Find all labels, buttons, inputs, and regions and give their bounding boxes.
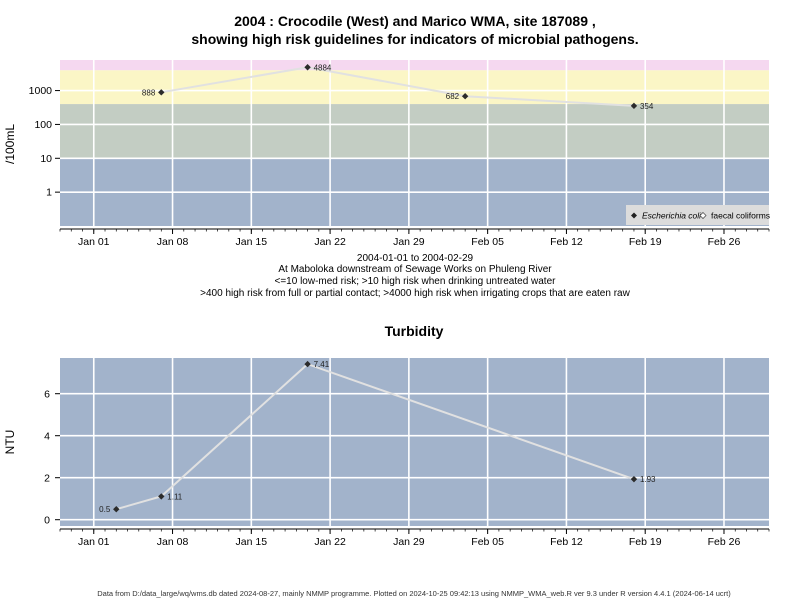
turbidity-y-axis-label: NTU	[3, 430, 17, 455]
top-x-axis-tick-label: Jan 29	[393, 236, 425, 248]
top-x-axis: Jan 01 Jan 08 Jan 15 Jan 22 Jan 29 Feb 05 Feb …	[59, 228, 770, 248]
ecoli-point	[630, 102, 638, 110]
ecoli-point	[158, 89, 165, 96]
turbidity-point	[113, 506, 120, 513]
data-source-footer: Data from D:/data_large/wq/wms.db dated …	[97, 589, 731, 598]
turbidity-y-tick-label: 0	[44, 515, 50, 527]
turbidity-y-tick-label: 6	[44, 389, 50, 401]
ecoli-point	[461, 93, 469, 100]
turbidity-point	[630, 475, 638, 483]
chart-title-line2: showing high risk guidelines for indicat…	[191, 31, 638, 47]
turbidity-y-tick-label: 2	[44, 473, 50, 485]
turbidity-line	[115, 362, 635, 511]
turbidity-x-axis-tick-label: Jan 29	[393, 536, 425, 548]
ecoli-data-label: 888	[142, 88, 156, 97]
top-y-tick-labels: 1 10 100 1000	[29, 85, 60, 199]
turbidity-title: Turbidity	[385, 323, 444, 339]
legend-entry-faecal-coliforms: faecal coliforms	[711, 211, 770, 221]
turbidity-x-axis-tick-label: Jan 01	[78, 536, 110, 548]
top-x-axis-tick-label: Jan 22	[314, 236, 346, 248]
turbidity-x-axis-tick-label: Feb 12	[550, 536, 583, 548]
turbidity-x-axis: Jan 01 Jan 08 Jan 15 Jan 22 Jan 29 Feb 05 Feb …	[59, 528, 770, 548]
risk-bands	[60, 60, 769, 226]
turbidity-y-tick-label: 4	[44, 431, 50, 443]
risk-band-3	[60, 60, 769, 71]
turbidity-y-tick-labels: 0 2 4 6	[44, 389, 60, 527]
top-gridlines	[60, 60, 769, 226]
turbidity-x-axis-tick-label: Jan 08	[157, 536, 189, 548]
turbidity-data-label: 7.41	[314, 360, 330, 369]
turbidity-data-label: 1.11	[167, 492, 183, 501]
ecoli-data-label: 354	[640, 102, 654, 111]
top-y-tick-label: 100	[34, 119, 52, 131]
ecoli-point	[304, 64, 311, 71]
ecoli-data-label: 682	[446, 92, 460, 101]
legend-entry-ecoli: Escherichia coli	[642, 211, 702, 221]
turbidity-background-rect	[60, 358, 769, 526]
drinking-risk-note: <=10 low-med risk; >10 high risk when dr…	[275, 276, 557, 287]
top-x-axis-tick-label: Jan 01	[78, 236, 110, 248]
faecal-coliforms-legend-marker	[699, 211, 707, 220]
ecoli-data-label: 4884	[314, 63, 332, 72]
turbidity-x-axis-tick-label: Feb 05	[471, 536, 504, 548]
legend-box	[626, 205, 769, 225]
turbidity-x-axis-tick-label: Jan 22	[314, 536, 346, 548]
site-description-note: At Maboloka downstream of Sewage Works o…	[278, 264, 552, 275]
turbidity-plot-background	[60, 358, 769, 526]
date-range-note: 2004-01-01 to 2004-02-29	[357, 253, 474, 264]
turbidity-data-label: 0.5	[99, 505, 111, 514]
turbidity-point	[304, 360, 311, 368]
chart-title-line1: 2004 : Crocodile (West) and Marico WMA, …	[234, 13, 596, 29]
ecoli-line	[161, 66, 635, 107]
turbidity-x-axis-tick-label: Feb 26	[708, 536, 741, 548]
top-x-axis-tick-label: Feb 19	[629, 236, 662, 248]
top-x-axis-tick-label: Feb 26	[708, 236, 741, 248]
ecoli-series: 888 4884 682 354	[142, 63, 654, 111]
turbidity-x-axis-tick-label: Jan 15	[236, 536, 268, 548]
turbidity-point	[158, 493, 165, 500]
top-y-tick-label: 10	[40, 153, 52, 165]
turbidity-series: 0.5 1.11 7.41 1.93	[99, 360, 656, 514]
ecoli-legend-marker	[631, 212, 637, 219]
top-y-tick-label: 1000	[29, 85, 53, 97]
contact-risk-note: >400 high risk from full or partial cont…	[200, 288, 630, 299]
legend: Escherichia coli faecal coliforms	[626, 205, 770, 225]
top-x-axis-tick-label: Feb 12	[550, 236, 583, 248]
top-x-axis-tick-label: Jan 08	[157, 236, 189, 248]
risk-band-1	[60, 104, 769, 159]
top-x-axis-tick-label: Jan 15	[236, 236, 268, 248]
turbidity-x-axis-tick-label: Feb 19	[629, 536, 662, 548]
turbidity-data-label: 1.93	[640, 475, 656, 484]
top-y-axis-label: /100mL	[3, 124, 17, 164]
top-y-tick-label: 1	[46, 187, 52, 199]
top-x-axis-tick-label: Feb 05	[471, 236, 504, 248]
turbidity-gridlines	[60, 358, 769, 526]
